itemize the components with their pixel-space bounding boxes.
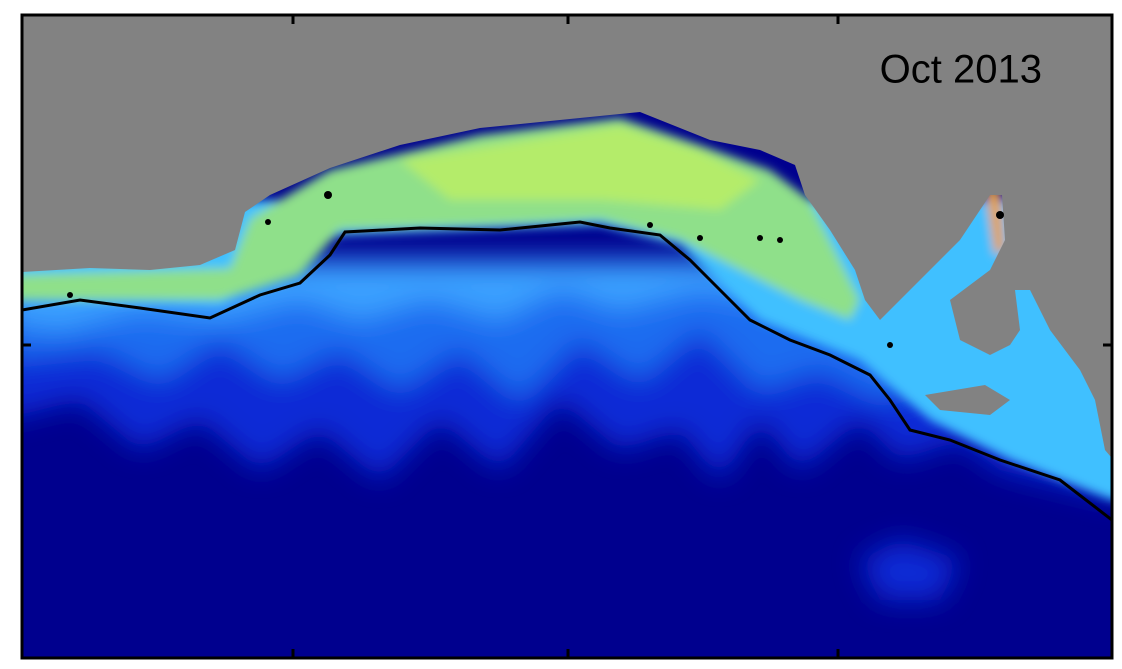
map-figure: Oct 2013: [0, 0, 1122, 669]
map-area: [0, 0, 1122, 658]
date-label: Oct 2013: [880, 48, 1042, 92]
